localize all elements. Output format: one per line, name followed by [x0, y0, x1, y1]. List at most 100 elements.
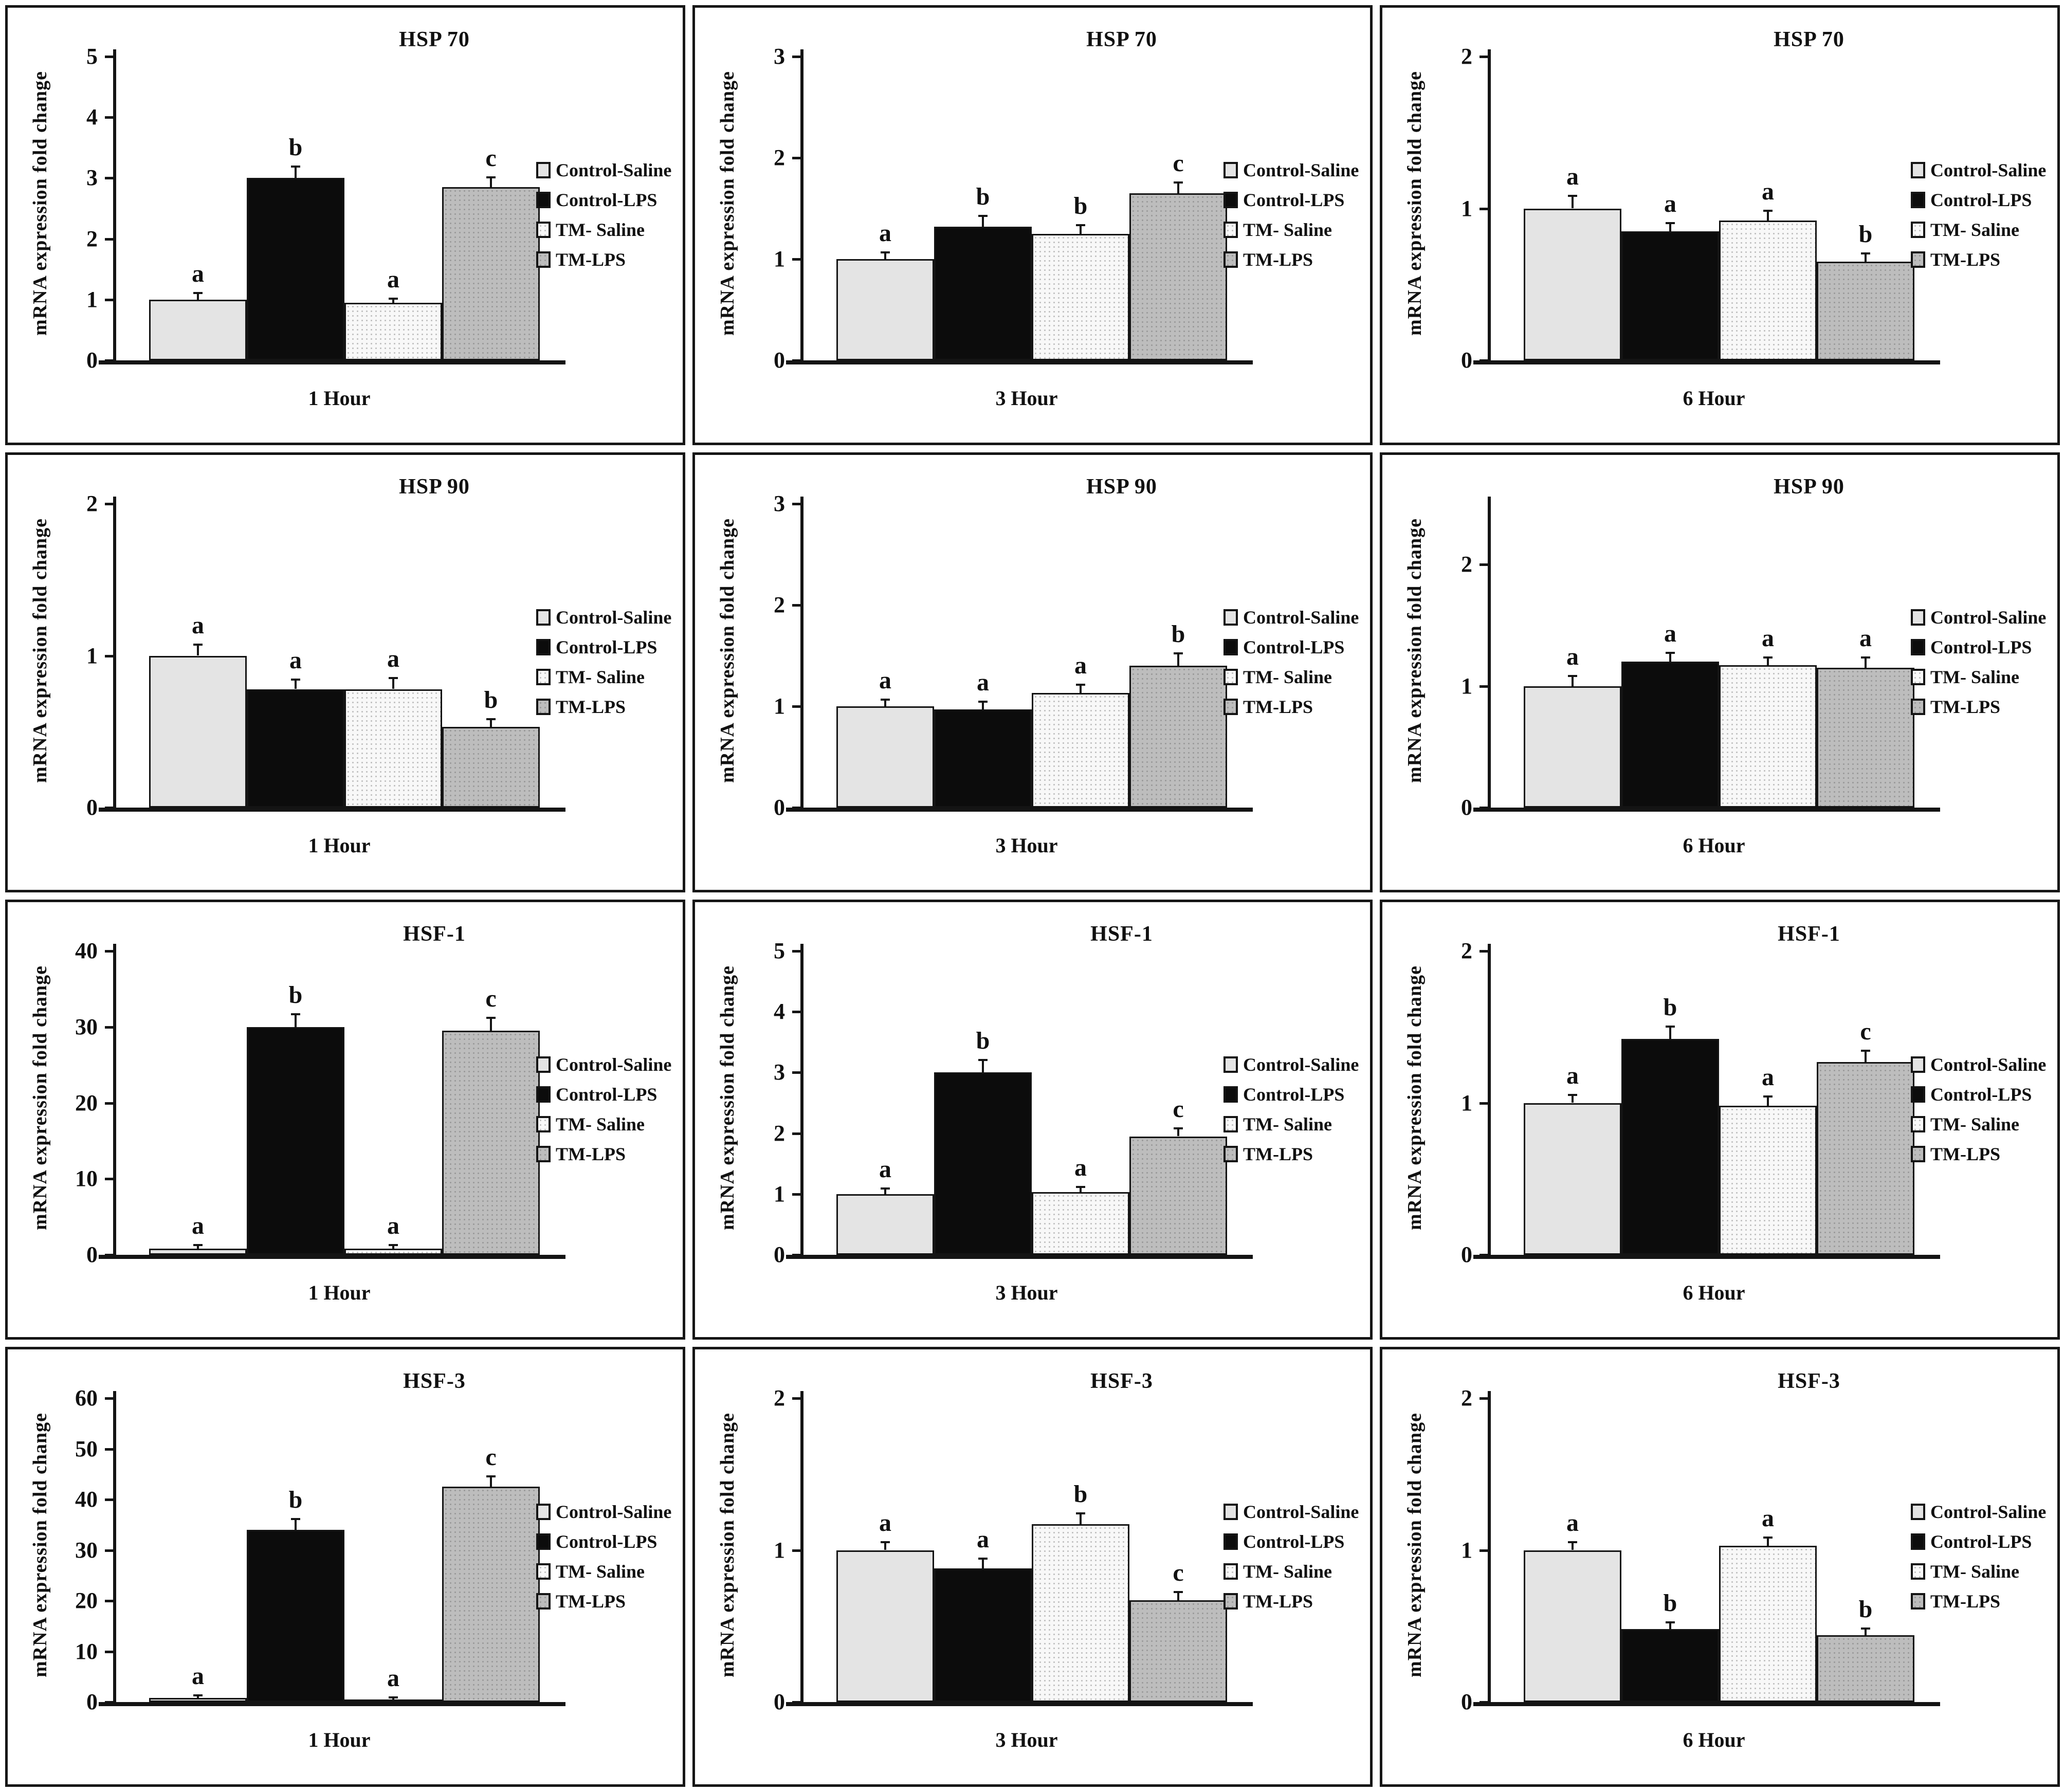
- legend-item: TM-LPS: [1223, 249, 1359, 270]
- legend-label: Control-LPS: [1243, 1531, 1345, 1552]
- y-axis-label: mRNA expression fold change: [717, 965, 738, 1230]
- significance-letter: c: [1173, 1095, 1184, 1123]
- significance-letter: a: [1859, 625, 1872, 652]
- error-bar: [1669, 653, 1671, 662]
- error-bar: [1865, 658, 1867, 668]
- x-axis-line: [99, 360, 565, 364]
- y-tick-mark: [105, 237, 113, 241]
- y-tick-mark: [792, 950, 800, 953]
- legend-item: TM-LPS: [1223, 696, 1359, 718]
- y-tick-mark: [105, 950, 113, 953]
- legend-item: TM-LPS: [1911, 696, 2046, 718]
- significance-letter: b: [1073, 1480, 1088, 1508]
- significance-letter: a: [1664, 190, 1676, 218]
- y-tick-label: 1: [774, 1181, 785, 1206]
- y-axis-line: [113, 497, 116, 808]
- legend-swatch-control-lps: [1223, 639, 1238, 655]
- legend-swatch-control-lps: [1223, 1533, 1238, 1550]
- error-bar-cap: [1174, 181, 1183, 184]
- bar-control-lps: [1621, 1039, 1719, 1255]
- legend-item: Control-LPS: [1223, 636, 1359, 658]
- chart-panel: HSP 70 mRNA expression fold change 0 1 2 3 a b b…: [692, 5, 1373, 445]
- bar-control-lps: [1621, 662, 1719, 808]
- y-tick-label: 30: [75, 1014, 98, 1039]
- y-tick-label: 0: [86, 1689, 98, 1714]
- y-axis-line: [1488, 944, 1491, 1255]
- error-bar: [490, 1476, 492, 1487]
- bar-tm-saline: [344, 1249, 442, 1255]
- y-tick-label: 0: [774, 348, 785, 373]
- significance-letter: a: [192, 1662, 204, 1690]
- x-axis-label: 3 Hour: [995, 1281, 1058, 1304]
- error-bar-cap: [193, 1244, 203, 1247]
- legend-swatch-tm-saline: [1911, 669, 1925, 685]
- error-bar-cap: [1763, 656, 1773, 659]
- legend-item: Control-LPS: [1911, 189, 2046, 211]
- y-tick-label: 1: [1461, 1090, 1472, 1116]
- significance-letter: b: [288, 1486, 303, 1514]
- legend-item: TM-LPS: [1911, 1590, 2046, 1612]
- chart-title: HSP 90: [399, 475, 470, 499]
- y-tick-mark: [792, 1549, 800, 1552]
- error-bar: [884, 253, 886, 259]
- y-tick-label: 10: [75, 1166, 98, 1192]
- significance-letter: b: [1663, 1589, 1677, 1617]
- bar-control-saline: [836, 1194, 934, 1255]
- legend-label: TM-LPS: [556, 1591, 626, 1612]
- y-tick-mark: [105, 298, 113, 301]
- error-bar-cap: [978, 1558, 988, 1560]
- significance-letter: c: [1860, 1018, 1871, 1046]
- y-tick-mark: [105, 56, 113, 58]
- legend-label: TM- Saline: [1930, 667, 2020, 687]
- x-axis-label: 6 Hour: [1683, 387, 1745, 410]
- bar-tm-saline: [1719, 665, 1817, 808]
- y-tick-mark: [105, 1701, 113, 1704]
- y-tick-mark: [792, 1132, 800, 1135]
- chart-panel: HSF-3 mRNA expression fold change 0 1 2 a b a b 6…: [1380, 1347, 2060, 1787]
- legend-item: Control-LPS: [536, 1531, 671, 1552]
- y-tick-mark: [105, 116, 113, 119]
- y-tick-mark: [105, 807, 113, 809]
- significance-letter: a: [387, 265, 399, 293]
- legend-item: Control-LPS: [1223, 1084, 1359, 1105]
- legend-label: Control-Saline: [1930, 160, 2047, 180]
- legend-swatch-tm-saline: [1223, 669, 1238, 685]
- y-tick-label: 4: [86, 104, 98, 130]
- legend: Control-Saline Control-LPS TM- Saline TM-LP…: [1223, 159, 1359, 270]
- y-tick-label: 2: [774, 592, 785, 617]
- legend-label: Control-Saline: [1243, 1502, 1359, 1522]
- significance-letter: a: [289, 646, 302, 674]
- x-axis-line: [99, 1255, 565, 1259]
- bar-tm-lps: [1817, 1635, 1914, 1702]
- error-bar-cap: [1666, 1621, 1675, 1624]
- y-tick-label: 2: [774, 1120, 785, 1146]
- y-tick-label: 20: [75, 1090, 98, 1116]
- error-bar-cap: [486, 1475, 496, 1477]
- significance-letter: a: [977, 1526, 989, 1553]
- y-tick-mark: [1479, 950, 1488, 953]
- legend-item: Control-Saline: [536, 1501, 671, 1523]
- error-bar: [392, 299, 394, 303]
- legend-item: Control-Saline: [1911, 1501, 2046, 1523]
- y-tick-mark: [105, 1397, 113, 1400]
- error-bar: [197, 1246, 199, 1249]
- error-bar-cap: [1763, 1095, 1773, 1098]
- significance-letter: a: [1566, 1062, 1579, 1089]
- error-bar-cap: [486, 176, 496, 179]
- error-bar-cap: [1666, 222, 1675, 225]
- legend-item: Control-Saline: [1223, 1501, 1359, 1523]
- y-tick-mark: [792, 359, 800, 362]
- error-bar: [392, 1698, 394, 1700]
- y-tick-label: 30: [75, 1537, 98, 1563]
- error-bar-cap: [1568, 194, 1577, 197]
- chart-panel: HSF-3 mRNA expression fold change 0 1 2 a a b c 3…: [692, 1347, 1373, 1787]
- legend: Control-Saline Control-LPS TM- Saline TM-LP…: [1911, 607, 2046, 718]
- legend-swatch-control-saline: [1911, 1504, 1925, 1520]
- y-tick-label: 0: [1461, 795, 1472, 820]
- legend-item: TM-LPS: [536, 1590, 671, 1612]
- significance-letter: c: [1173, 1559, 1184, 1587]
- bar-tm-lps: [442, 727, 540, 808]
- bar-tm-lps: [1129, 1136, 1227, 1255]
- legend-item: TM- Saline: [536, 219, 671, 241]
